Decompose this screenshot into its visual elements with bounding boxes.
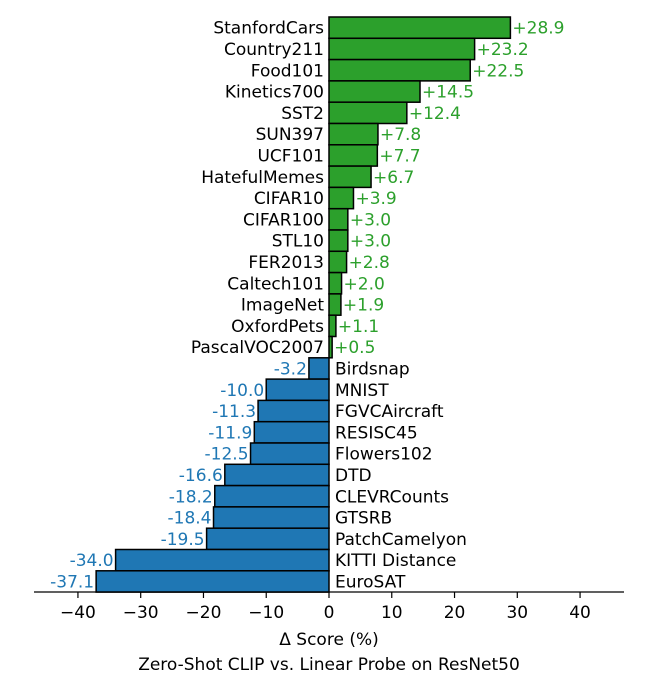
category-label: CIFAR10 — [254, 189, 324, 209]
value-label: +12.4 — [409, 104, 461, 124]
x-axis-ticks: −40 −30 −20 −10 0 10 20 30 40 — [60, 592, 591, 623]
value-label: +1.9 — [343, 296, 384, 316]
category-label: STL10 — [272, 232, 324, 252]
category-labels: StanfordCarsCountry211Food101Kinetics700… — [191, 19, 467, 593]
value-label: -18.2 — [169, 487, 213, 507]
value-label: +3.0 — [350, 232, 391, 252]
bar-mnist — [265, 378, 330, 402]
value-label: +2.8 — [349, 253, 390, 273]
bar-hatefulmemes — [328, 165, 372, 189]
category-label: CIFAR100 — [243, 210, 324, 230]
value-label: -16.6 — [179, 466, 223, 486]
category-label: StanfordCars — [213, 19, 324, 39]
bar-imagenet — [328, 293, 342, 316]
bar-stanfordcars — [328, 16, 512, 40]
bar-oxfordpets — [328, 314, 337, 338]
value-label: +0.5 — [334, 338, 375, 358]
category-label: UCF101 — [257, 146, 324, 166]
value-label: -18.4 — [168, 509, 212, 529]
category-label: SUN397 — [256, 125, 324, 145]
category-label: FGVCAircraft — [335, 402, 444, 422]
x-tick-label: −40 — [60, 603, 96, 623]
value-label: +28.9 — [512, 19, 564, 39]
x-axis-label: Δ Score (%) — [279, 630, 378, 650]
bar-country211 — [328, 37, 476, 61]
category-label: SST2 — [281, 104, 324, 124]
value-label: -12.5 — [205, 445, 249, 465]
bar-food101 — [328, 58, 471, 82]
value-label: +23.2 — [477, 40, 529, 60]
category-label: GTSRB — [335, 509, 392, 529]
x-tick-label: −30 — [123, 603, 159, 623]
category-label: FER2013 — [248, 253, 324, 273]
bar-pascalvoc2007 — [328, 335, 333, 359]
category-label: KITTI Distance — [335, 551, 456, 571]
bar-fgvcaircraft — [257, 399, 330, 423]
x-tick-label: 30 — [506, 603, 528, 623]
value-label: +3.0 — [350, 210, 391, 230]
x-tick-label: 40 — [569, 603, 591, 623]
bar-sun397 — [328, 122, 379, 146]
value-label: -3.2 — [274, 359, 307, 379]
category-label: DTD — [335, 466, 372, 486]
value-label: -10.0 — [220, 381, 264, 401]
chart-title: Zero-Shot CLIP vs. Linear Probe on ResNe… — [138, 655, 520, 675]
value-label: +7.8 — [380, 125, 421, 145]
x-tick-label: 20 — [444, 603, 466, 623]
bar-cifar100 — [328, 207, 349, 231]
x-tick-label: 10 — [381, 603, 403, 623]
bar-ucf101 — [328, 144, 379, 167]
category-label: Country211 — [224, 40, 324, 60]
value-label: -11.9 — [208, 423, 252, 443]
category-label: Flowers102 — [335, 445, 433, 465]
x-tick-label: −10 — [248, 603, 284, 623]
bar-caltech101 — [328, 271, 343, 295]
value-label: -19.5 — [161, 530, 205, 550]
bar-clevrcounts — [214, 484, 330, 508]
value-labels: +28.9+23.2+22.5+14.5+12.4+7.8+7.7+6.7+3.… — [50, 19, 564, 593]
bar-patchcamelyon — [205, 527, 330, 551]
category-label: EuroSAT — [335, 572, 406, 592]
category-label: RESISC45 — [335, 423, 418, 443]
category-label: Birdsnap — [335, 359, 410, 379]
bar-dtd — [224, 463, 330, 487]
category-label: Food101 — [251, 61, 324, 81]
category-label: Kinetics700 — [225, 83, 324, 103]
bars — [95, 16, 512, 593]
value-label: +2.0 — [344, 274, 385, 294]
bar-birdsnap — [308, 357, 330, 380]
bar-eurosat — [95, 570, 330, 593]
bar-stl10 — [328, 229, 349, 253]
bar-gtsrb — [212, 506, 330, 529]
value-label: +22.5 — [472, 61, 524, 81]
category-label: PascalVOC2007 — [191, 338, 324, 358]
value-label: +14.5 — [422, 83, 474, 103]
category-label: PatchCamelyon — [335, 530, 467, 550]
category-label: ImageNet — [241, 296, 324, 316]
category-label: Caltech101 — [227, 274, 324, 294]
category-label: MNIST — [335, 381, 389, 401]
value-label: -37.1 — [50, 572, 94, 592]
category-label: CLEVRCounts — [335, 487, 449, 507]
x-tick-label: −20 — [186, 603, 222, 623]
x-tick-label: 0 — [324, 603, 335, 623]
value-label: +6.7 — [373, 168, 414, 188]
category-label: HatefulMemes — [201, 168, 324, 188]
value-label: +7.7 — [379, 146, 420, 166]
bar-fer2013 — [328, 250, 348, 274]
value-label: +1.1 — [338, 317, 379, 337]
bar-resisc45 — [253, 420, 330, 444]
bar-sst2 — [328, 101, 408, 125]
bar-kitti-distance — [114, 548, 330, 572]
value-label: -11.3 — [212, 402, 256, 422]
value-label: +3.9 — [355, 189, 396, 209]
category-label: OxfordPets — [231, 317, 324, 337]
bar-cifar10 — [328, 186, 355, 210]
bar-kinetics700 — [328, 80, 421, 103]
bar-flowers102 — [249, 442, 330, 466]
value-label: -34.0 — [70, 551, 114, 571]
